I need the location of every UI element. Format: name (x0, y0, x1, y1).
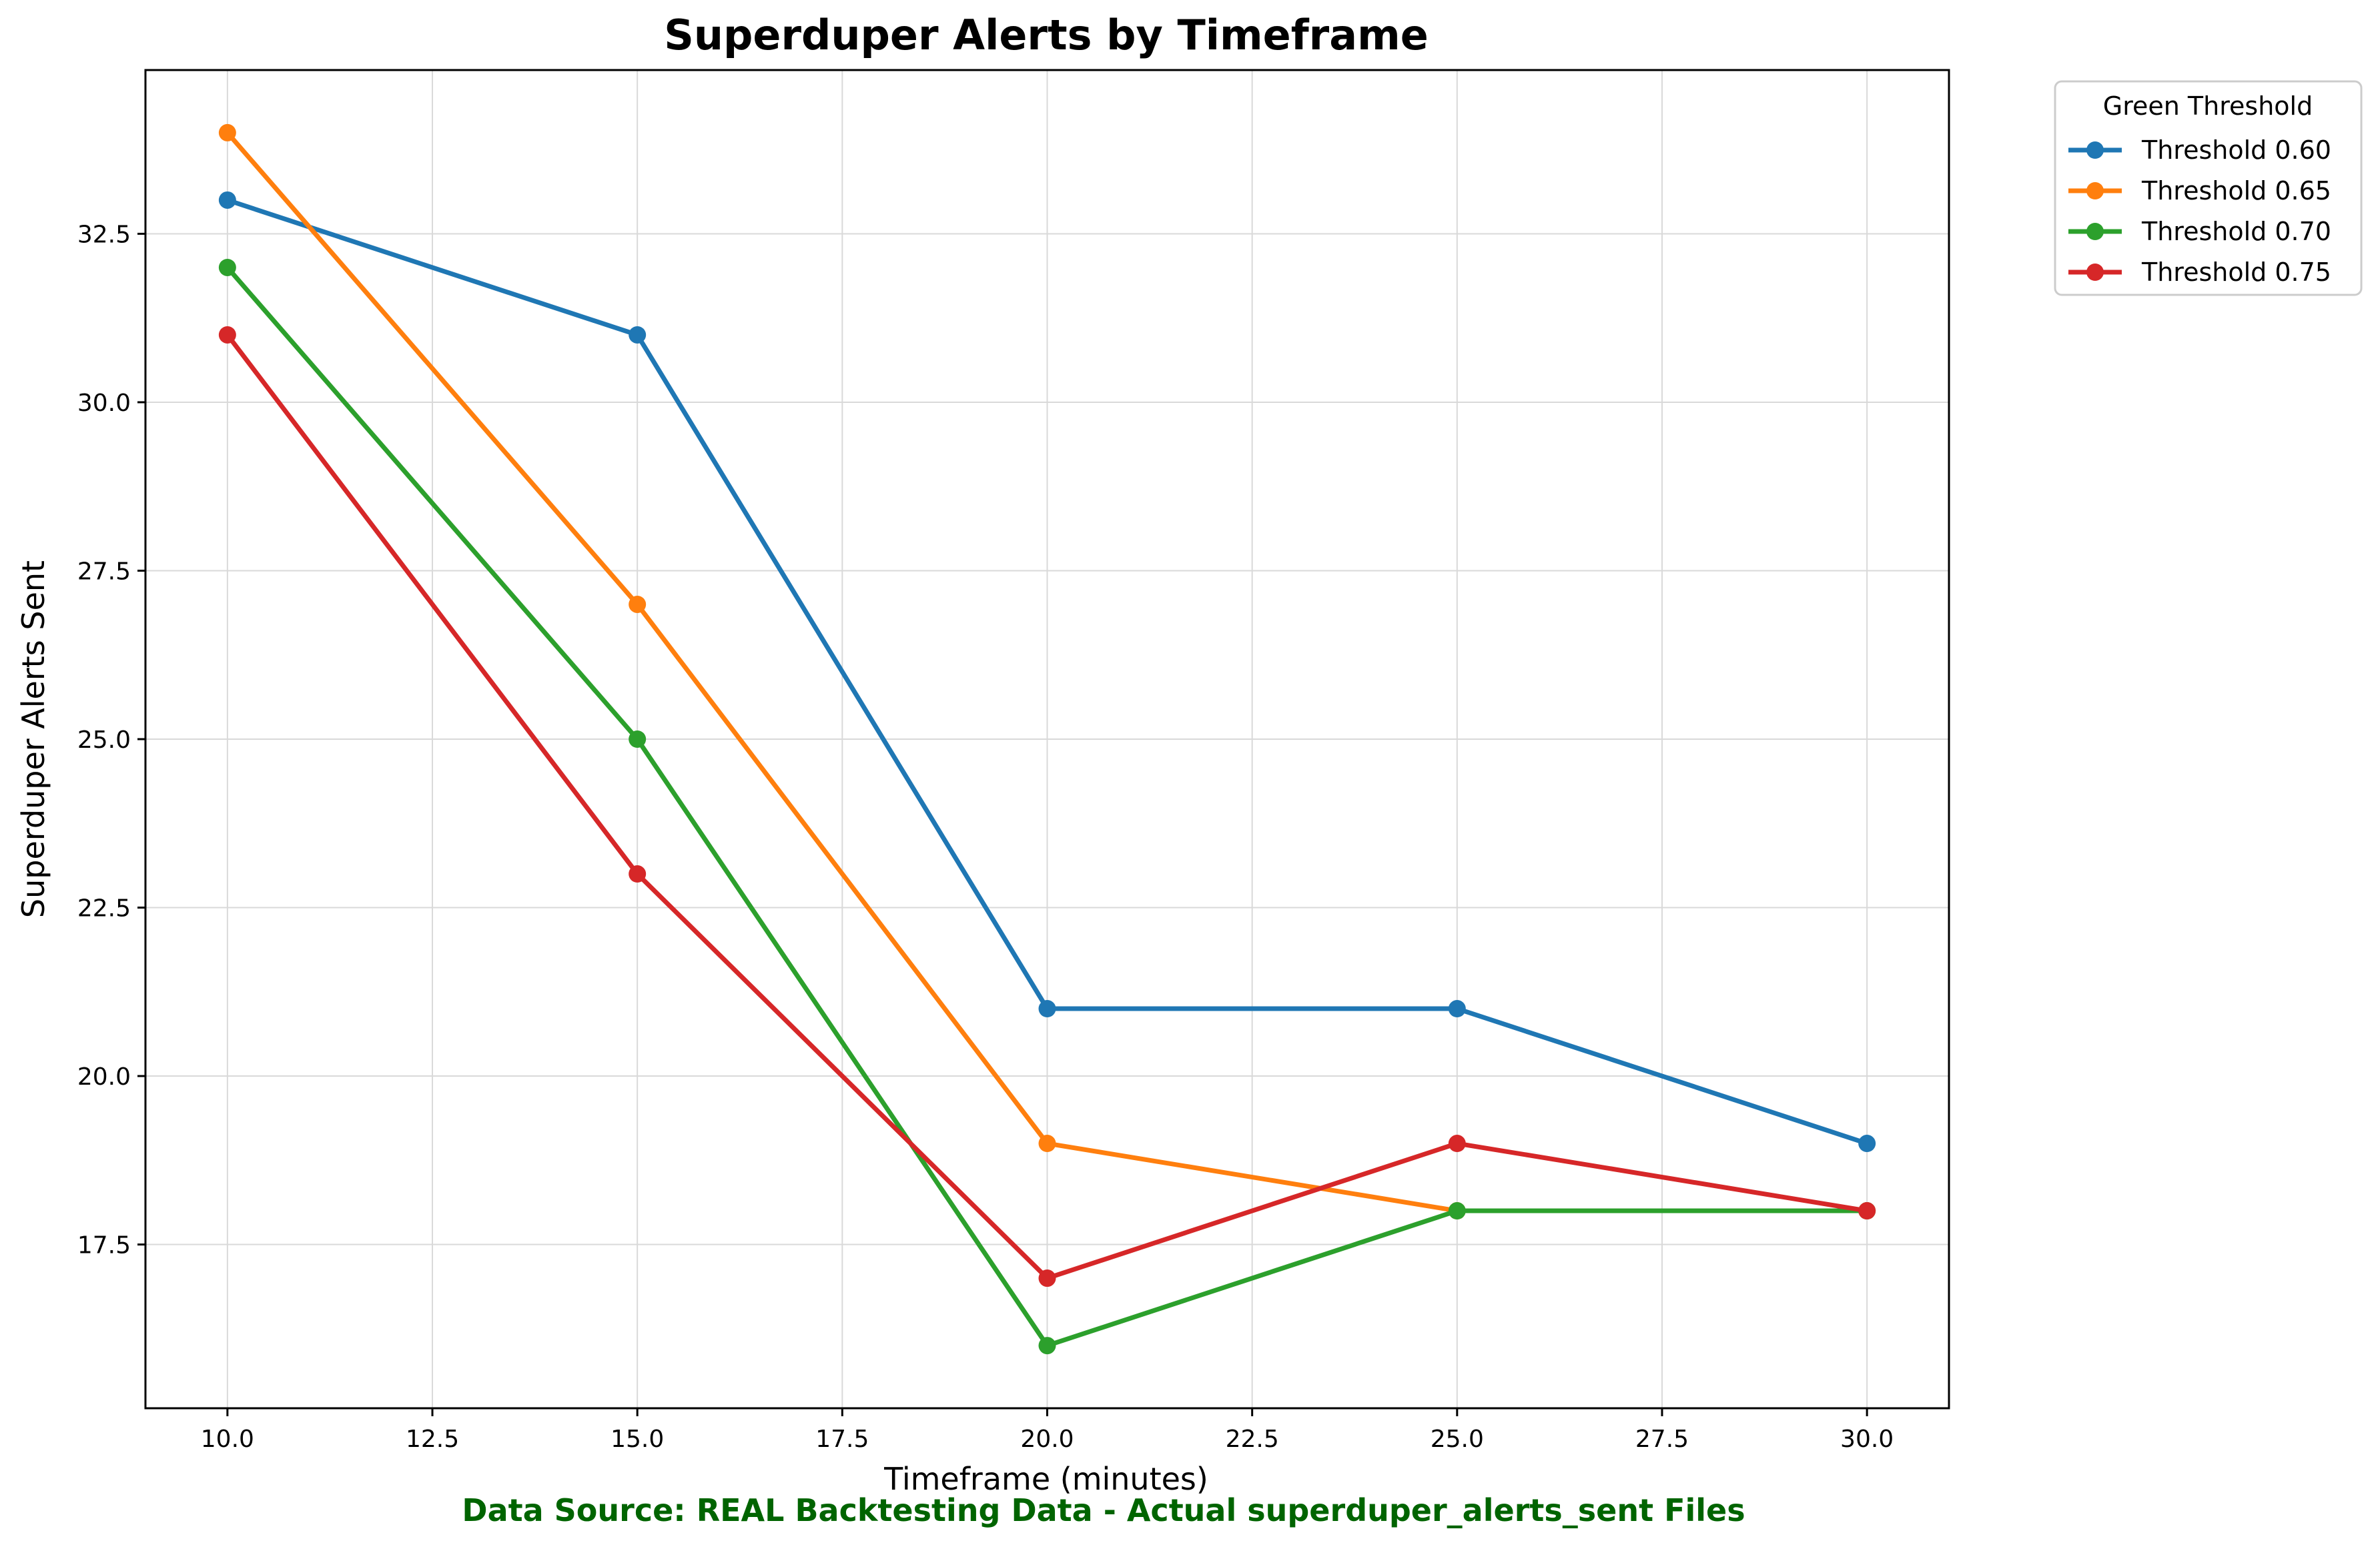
x-tick-label: 22.5 (1226, 1426, 1279, 1453)
data-point (629, 865, 647, 883)
y-axis-ticks: 17.5 20.0 22.5 25.0 27.5 30.0 32.5 (77, 221, 145, 1259)
x-tick-label: 12.5 (406, 1426, 459, 1453)
y-tick-label: 30.0 (77, 390, 131, 417)
legend-item: Threshold 0.65 (2068, 176, 2331, 205)
data-point (1448, 1000, 1466, 1018)
legend-title: Green Threshold (2103, 91, 2313, 121)
data-point (218, 123, 236, 141)
data-point (629, 595, 647, 613)
data-point (218, 326, 236, 344)
legend-marker (2086, 223, 2104, 240)
data-point (1448, 1135, 1466, 1153)
legend-item: Threshold 0.70 (2068, 217, 2331, 246)
y-tick-label: 22.5 (77, 895, 131, 923)
y-tick-label: 17.5 (77, 1232, 131, 1259)
data-point (629, 730, 647, 748)
legend-items: Threshold 0.60 Threshold 0.65 Threshold 0.… (2068, 135, 2331, 287)
data-point (218, 258, 236, 276)
legend-label: Threshold 0.60 (2141, 135, 2331, 165)
y-axis-label: Superduper Alerts Sent (15, 560, 51, 918)
data-point (1038, 1135, 1056, 1153)
series-1 (218, 191, 1876, 1153)
data-source-note: Data Source: REAL Backtesting Data - Act… (462, 1492, 1745, 1528)
data-point (1448, 1202, 1466, 1220)
x-tick-label: 25.0 (1431, 1426, 1484, 1453)
y-tick-label: 20.0 (77, 1063, 131, 1091)
x-tick-label: 27.5 (1635, 1426, 1689, 1453)
grid-lines (145, 70, 1949, 1408)
legend-item: Threshold 0.60 (2068, 135, 2331, 165)
y-tick-label: 27.5 (77, 558, 131, 585)
x-axis-label: Timeframe (minutes) (883, 1461, 1208, 1497)
legend-marker (2086, 141, 2104, 159)
legend: Green Threshold Threshold 0.60Threshold … (2054, 80, 2363, 296)
data-point (218, 191, 236, 209)
data-point (1038, 1269, 1056, 1287)
legend-box (2054, 80, 2363, 296)
x-tick-label: 30.0 (1840, 1426, 1894, 1453)
y-tick-label: 25.0 (77, 726, 131, 754)
x-tick-label: 15.0 (611, 1426, 664, 1453)
legend-item: Threshold 0.75 (2068, 257, 2331, 287)
x-tick-label: 20.0 (1020, 1426, 1074, 1453)
data-point (1858, 1202, 1876, 1220)
x-tick-label: 17.5 (815, 1426, 869, 1453)
legend-label: Threshold 0.75 (2141, 257, 2331, 287)
x-axis-ticks: 10.0 12.5 15.0 17.5 20.0 22.5 25.0 27.5 30.0 (201, 1408, 1894, 1453)
data-point (1038, 1337, 1056, 1355)
chart-title: Superduper Alerts by Timeframe (664, 11, 1429, 59)
series-group (218, 123, 1876, 1355)
series-4 (218, 326, 1876, 1287)
legend-marker (2086, 264, 2104, 281)
legend-marker (2086, 182, 2104, 199)
data-point (1038, 1000, 1056, 1018)
data-point (629, 326, 647, 344)
y-tick-label: 32.5 (77, 221, 131, 248)
series-3 (218, 258, 1876, 1355)
legend-label: Threshold 0.70 (2141, 217, 2331, 246)
legend-label: Threshold 0.65 (2141, 176, 2331, 205)
data-point (1858, 1135, 1876, 1153)
x-tick-label: 10.0 (201, 1426, 254, 1453)
